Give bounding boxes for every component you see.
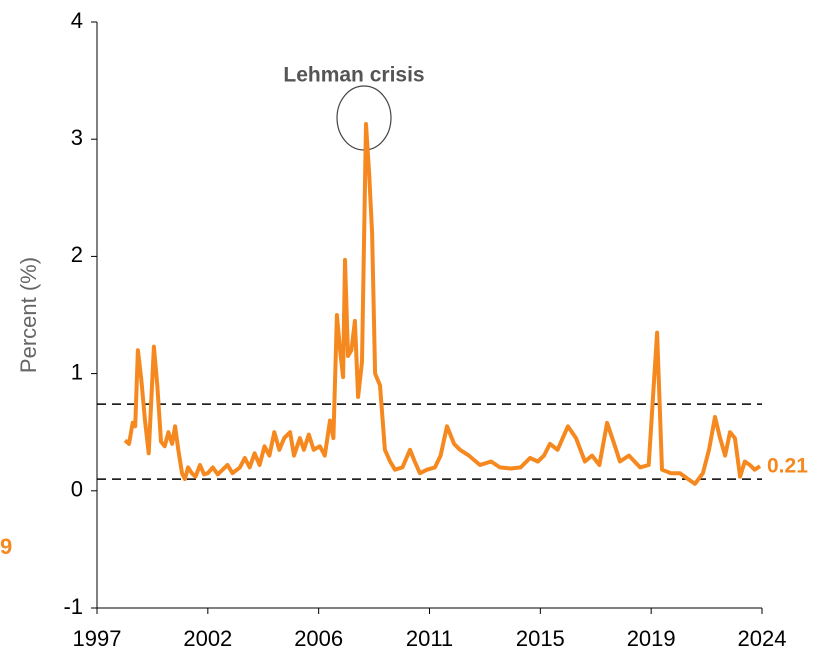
y-tick-label: -1	[63, 594, 83, 619]
annotation: Lehman crisis	[283, 64, 424, 87]
x-tick-label: 2011	[406, 626, 453, 651]
x-tick-label: 2015	[516, 626, 565, 651]
x-tick-label: 1997	[73, 626, 122, 651]
y-tick-label: 3	[71, 125, 83, 150]
y-tick-label: 1	[71, 359, 83, 384]
data-line	[123, 122, 762, 486]
side-label: 9	[0, 534, 12, 559]
y-tick-label: 0	[71, 477, 83, 502]
y-tick-label: 2	[71, 242, 83, 267]
y-axis-label: Percent (%)	[16, 257, 41, 373]
x-tick-label: 2002	[183, 626, 232, 651]
end-label: 0.21	[767, 455, 808, 478]
x-tick-label: 2024	[738, 626, 787, 651]
y-tick-label: 4	[71, 8, 83, 33]
x-tick-label: 2019	[627, 626, 676, 651]
x-tick-label: 2006	[294, 626, 343, 651]
